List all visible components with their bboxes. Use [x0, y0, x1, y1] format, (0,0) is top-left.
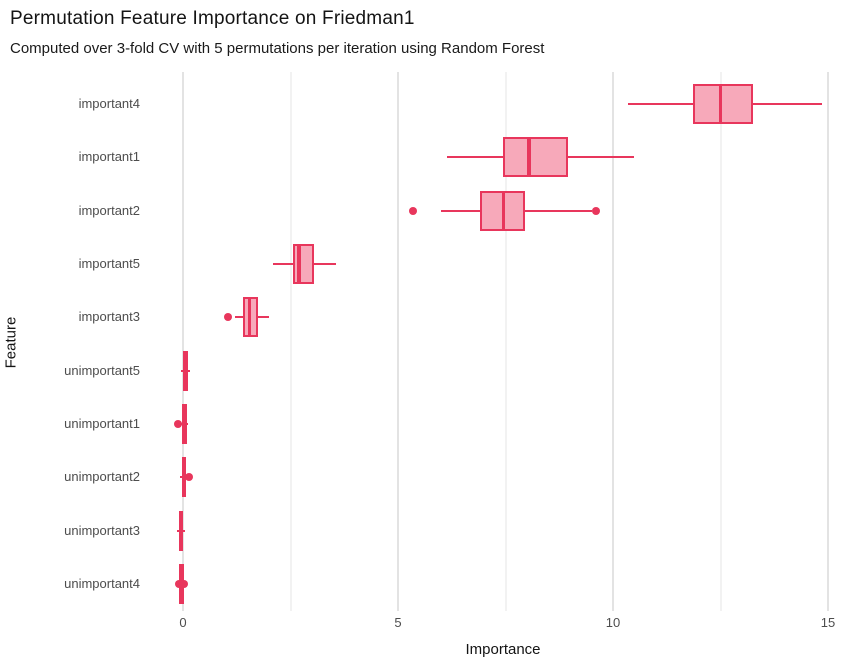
- gridline-minor: [719, 72, 722, 611]
- gridline-major: [827, 72, 829, 611]
- y-tick-label: important4: [78, 95, 140, 111]
- x-tick-label: 0: [179, 615, 187, 630]
- outlier-dot: [224, 313, 233, 322]
- chart-subtitle: Computed over 3-fold CV with 5 permutati…: [10, 40, 545, 57]
- median-line: [183, 350, 187, 391]
- y-tick-label: unimportant1: [64, 416, 140, 432]
- median-line: [247, 297, 252, 338]
- y-tick-label: unimportant5: [64, 362, 140, 378]
- box-important5: [292, 244, 315, 285]
- box-important1: [503, 137, 568, 178]
- median-line: [179, 510, 184, 551]
- median-line: [718, 83, 723, 124]
- gridline-major: [182, 72, 184, 611]
- outlier-dot: [179, 580, 188, 589]
- gridline-major: [397, 72, 399, 611]
- y-tick-label: important1: [78, 149, 140, 165]
- y-tick-label: unimportant3: [64, 522, 140, 538]
- x-tick-label: 5: [394, 615, 402, 630]
- x-axis-title: Importance: [465, 641, 541, 658]
- gridline-minor: [504, 72, 507, 611]
- gridline-major: [612, 72, 614, 611]
- median-line: [181, 457, 186, 498]
- median-line: [527, 137, 531, 178]
- median-line: [501, 190, 506, 231]
- median-line: [182, 404, 186, 445]
- y-tick-label: unimportant2: [64, 469, 140, 485]
- y-tick-label: important3: [78, 309, 140, 325]
- x-tick-label: 10: [605, 615, 621, 630]
- outlier-dot: [409, 206, 418, 215]
- y-tick-label: important2: [78, 202, 140, 218]
- y-axis-title: Feature: [2, 316, 20, 369]
- chart-title: Permutation Feature Importance on Friedm…: [10, 8, 415, 29]
- y-tick-label: important5: [78, 256, 140, 272]
- outlier-dot: [174, 580, 183, 589]
- gridline-minor: [289, 72, 292, 611]
- x-tick-label: 15: [820, 615, 836, 630]
- y-tick-label: unimportant4: [64, 576, 140, 592]
- outlier-dot: [184, 473, 193, 482]
- median-line: [297, 244, 301, 285]
- box-important4: [692, 83, 753, 124]
- outlier-dot: [591, 206, 600, 215]
- outlier-dot: [174, 420, 183, 429]
